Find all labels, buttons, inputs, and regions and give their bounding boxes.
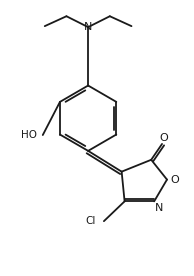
Text: O: O xyxy=(160,133,168,143)
Text: N: N xyxy=(84,22,92,32)
Text: O: O xyxy=(171,175,179,185)
Text: N: N xyxy=(155,203,163,213)
Text: HO: HO xyxy=(21,130,37,140)
Text: Cl: Cl xyxy=(85,216,95,226)
